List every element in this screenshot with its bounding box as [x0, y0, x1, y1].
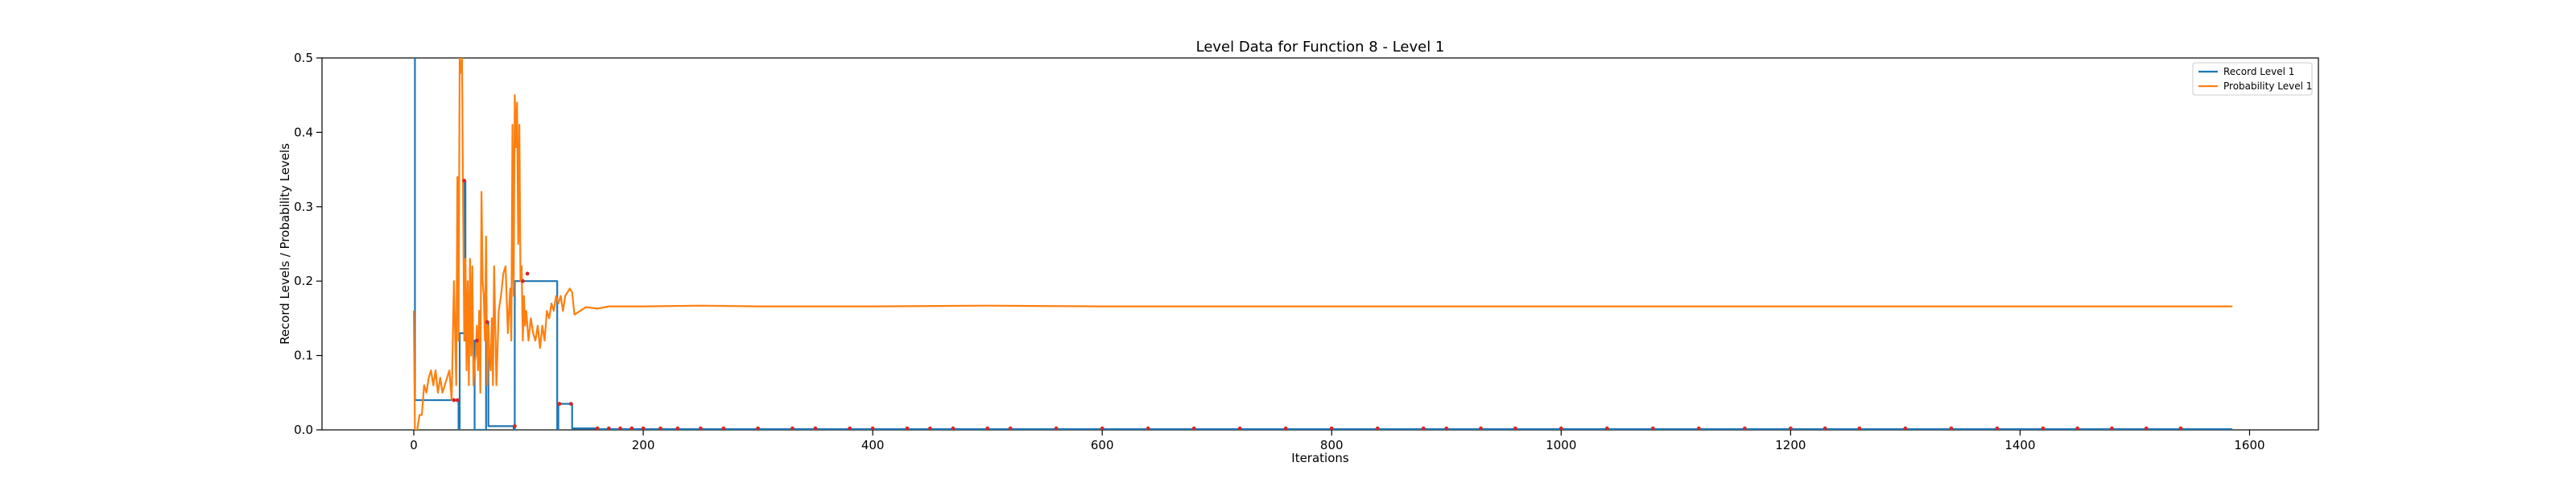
record-marker — [848, 426, 852, 430]
record-marker — [1949, 426, 1954, 430]
record-marker — [1513, 426, 1517, 430]
record-marker — [1329, 426, 1334, 430]
record-marker — [698, 426, 703, 430]
x-tick-label: 1000 — [1546, 438, 1576, 452]
record-marker — [455, 398, 460, 402]
record-marker — [641, 426, 646, 430]
record-marker — [525, 271, 530, 276]
x-tick-label: 1200 — [1775, 438, 1806, 452]
record-marker — [606, 426, 611, 430]
y-tick-label: 0.2 — [294, 274, 313, 288]
x-tick-label: 600 — [1091, 438, 1114, 452]
record-marker — [813, 426, 818, 430]
x-tick-label: 0 — [410, 438, 418, 452]
record-marker — [2178, 426, 2183, 430]
record-marker — [1054, 426, 1059, 430]
legend: Record Level 1 Probability Level 1 — [2192, 62, 2313, 96]
x-tick-label: 200 — [632, 438, 655, 452]
y-axis: 0.0 0.1 0.2 0.3 0.4 0.5 — [294, 51, 322, 437]
x-axis-label: Iterations — [1291, 451, 1349, 465]
record-marker — [1903, 426, 1908, 430]
record-marker — [2041, 426, 2046, 430]
record-marker — [756, 426, 761, 430]
legend-entry: Record Level 1 — [2223, 66, 2294, 77]
record-marker — [1479, 426, 1483, 430]
x-axis: 0 200 400 600 800 1000 1200 1400 1600 — [410, 430, 2265, 452]
record-marker — [1558, 426, 1563, 430]
record-marker — [452, 398, 456, 402]
y-tick-label: 0.5 — [294, 51, 313, 65]
legend-entry: Probability Level 1 — [2223, 80, 2312, 92]
record-marker — [905, 426, 910, 430]
plot-area — [412, 58, 2233, 430]
record-marker — [1375, 426, 1380, 430]
record-marker — [2110, 426, 2114, 430]
record-marker — [1650, 426, 1655, 430]
x-tick-label: 400 — [861, 438, 885, 452]
record-marker — [1444, 426, 1449, 430]
record-marker — [557, 402, 562, 407]
record-marker — [630, 426, 634, 430]
series-line-probability-level-1 — [412, 58, 2233, 430]
record-marker — [1995, 426, 2000, 430]
record-marker — [618, 426, 622, 430]
record-marker — [951, 426, 956, 430]
y-axis-label: Record Levels / Probability Levels — [278, 143, 292, 345]
record-marker — [521, 279, 525, 283]
record-marker — [568, 402, 573, 407]
record-marker — [1008, 426, 1013, 430]
record-marker — [928, 426, 932, 430]
record-marker — [1742, 426, 1747, 430]
record-marker — [1191, 426, 1196, 430]
y-tick-label: 0.3 — [294, 200, 313, 214]
record-marker — [721, 426, 726, 430]
series-line-record-level-1 — [414, 58, 2233, 430]
record-marker — [1823, 426, 1827, 430]
record-marker — [790, 426, 795, 430]
record-marker — [513, 423, 517, 428]
x-tick-label: 1600 — [2234, 438, 2264, 452]
record-marker — [658, 426, 663, 430]
legend-box — [2192, 62, 2313, 96]
record-marker — [1100, 426, 1104, 430]
record-marker — [1857, 426, 1862, 430]
record-marker — [1696, 426, 1701, 430]
y-tick-label: 0.0 — [294, 423, 313, 437]
x-tick-label: 1400 — [2004, 438, 2035, 452]
record-marker — [1421, 426, 1426, 430]
record-marker — [1146, 426, 1150, 430]
record-marker — [595, 426, 600, 430]
record-marker — [1237, 426, 1242, 430]
plot-frame — [321, 57, 2319, 431]
record-marker — [1283, 426, 1288, 430]
record-marker — [2144, 426, 2149, 430]
record-marker — [2075, 426, 2080, 430]
record-marker — [485, 320, 489, 324]
x-tick-label: 800 — [1320, 438, 1344, 452]
chart-title: Level Data for Function 8 - Level 1 — [1196, 39, 1445, 56]
record-marker — [870, 426, 875, 430]
y-tick-label: 0.4 — [294, 125, 313, 139]
record-marker — [985, 426, 990, 430]
record-marker — [462, 179, 467, 183]
record-marker — [675, 426, 680, 430]
y-tick-label: 0.1 — [294, 349, 313, 363]
record-marker — [475, 338, 479, 343]
record-marker — [1788, 426, 1793, 430]
record-marker — [1604, 426, 1609, 430]
